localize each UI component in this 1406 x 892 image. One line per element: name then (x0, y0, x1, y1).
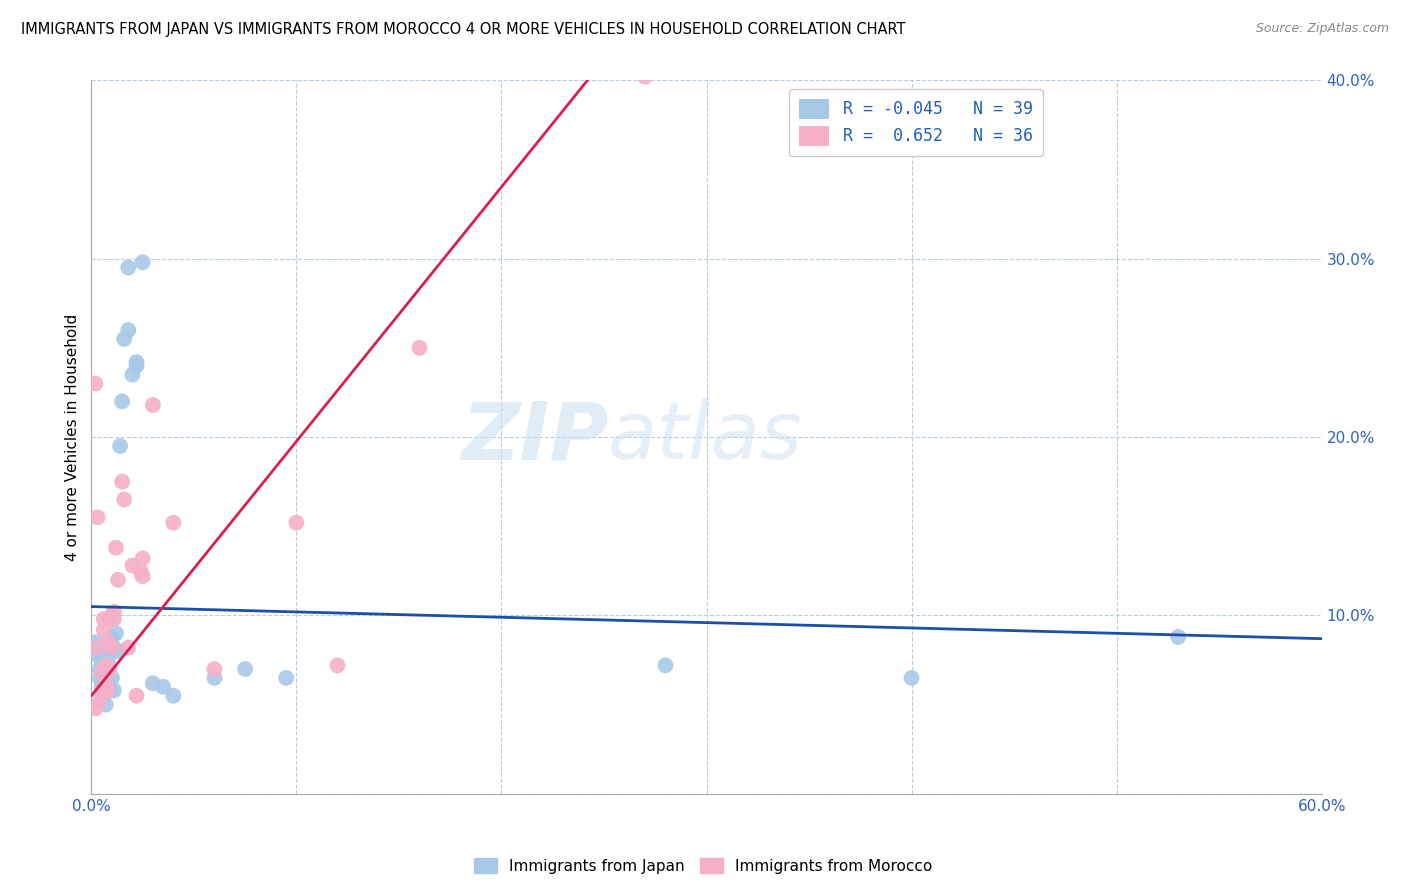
Text: IMMIGRANTS FROM JAPAN VS IMMIGRANTS FROM MOROCCO 4 OR MORE VEHICLES IN HOUSEHOLD: IMMIGRANTS FROM JAPAN VS IMMIGRANTS FROM… (21, 22, 905, 37)
Point (98, 640, 121, 655)
Point (94, 658, 117, 673)
Point (90, 653, 112, 667)
Point (125, 689, 148, 703)
Point (97, 683, 120, 698)
Point (111, 394, 134, 409)
Point (634, 70, 657, 84)
Point (142, 676, 165, 690)
Point (131, 569, 153, 583)
Point (107, 644, 129, 658)
Point (125, 355, 148, 369)
Point (1167, 630, 1189, 644)
Point (117, 260, 139, 275)
Point (131, 255, 153, 269)
Point (98, 612, 121, 626)
Point (84, 376, 107, 391)
Point (112, 332, 135, 346)
Point (202, 671, 225, 685)
Point (98, 662, 121, 676)
Point (654, 658, 676, 673)
Point (202, 662, 225, 676)
Point (121, 368, 143, 382)
Legend: R = -0.045   N = 39, R =  0.652   N = 36: R = -0.045 N = 39, R = 0.652 N = 36 (789, 88, 1043, 156)
Point (94, 698, 117, 712)
Point (101, 671, 124, 685)
Point (101, 630, 124, 644)
Text: Source: ZipAtlas.com: Source: ZipAtlas.com (1256, 22, 1389, 36)
Point (90, 683, 112, 698)
Point (94, 676, 117, 690)
Point (97, 653, 120, 667)
Point (101, 608, 124, 623)
Point (89, 662, 111, 676)
Point (125, 359, 148, 373)
Point (86, 640, 108, 655)
Point (103, 612, 125, 626)
Point (101, 640, 124, 655)
Point (108, 439, 131, 453)
Point (233, 662, 256, 676)
Point (408, 341, 430, 355)
Point (86, 510, 108, 524)
Point (117, 323, 139, 337)
Point (93, 689, 115, 703)
Point (326, 658, 349, 673)
Text: atlas: atlas (607, 398, 803, 476)
Point (129, 564, 152, 578)
Point (89, 694, 111, 708)
Point (142, 398, 165, 412)
Point (94, 665, 117, 680)
Point (285, 516, 308, 530)
Point (98, 683, 121, 698)
Point (90, 680, 112, 694)
Point (162, 516, 184, 530)
Point (121, 558, 143, 573)
Point (84, 701, 107, 715)
Point (111, 475, 134, 489)
Point (162, 689, 184, 703)
Point (105, 626, 127, 640)
Point (90, 665, 112, 680)
Text: ZIP: ZIP (461, 398, 607, 476)
Point (117, 640, 139, 655)
Point (276, 671, 298, 685)
Point (93, 612, 115, 626)
Point (152, 680, 174, 694)
Point (112, 492, 135, 507)
Point (93, 623, 115, 637)
Point (89, 671, 111, 685)
Point (86, 640, 108, 655)
Point (103, 605, 125, 619)
Y-axis label: 4 or more Vehicles in Household: 4 or more Vehicles in Household (65, 313, 80, 561)
Point (84, 635, 107, 649)
Point (131, 551, 153, 566)
Point (86, 648, 108, 662)
Point (105, 541, 127, 555)
Legend: Immigrants from Japan, Immigrants from Morocco: Immigrants from Japan, Immigrants from M… (468, 852, 938, 880)
Point (93, 658, 115, 673)
Point (103, 640, 125, 655)
Point (103, 683, 125, 698)
Point (107, 573, 129, 587)
Point (900, 671, 922, 685)
Point (97, 676, 120, 690)
Point (97, 635, 120, 649)
